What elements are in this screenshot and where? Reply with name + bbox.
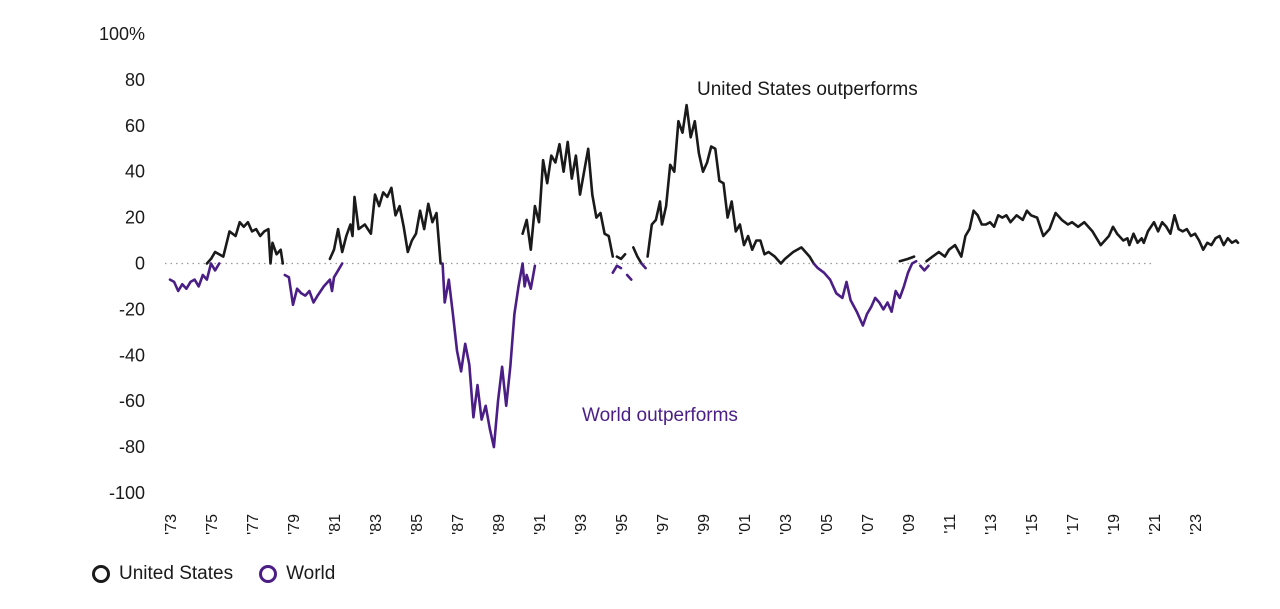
y-tick-label: -60 bbox=[119, 391, 145, 411]
series-line-segment bbox=[205, 220, 285, 265]
x-tick-label: '03 bbox=[778, 514, 795, 535]
legend-label: World bbox=[286, 563, 336, 584]
legend-item-world: World bbox=[259, 563, 335, 585]
annotation-world-outperforms: World outperforms bbox=[582, 405, 738, 426]
series-line-segment bbox=[168, 262, 221, 293]
y-tick-label: 100% bbox=[99, 24, 145, 44]
legend-item-united-states: United States bbox=[92, 563, 233, 585]
series-line-segment bbox=[625, 273, 633, 281]
y-tick-label: -20 bbox=[119, 299, 145, 319]
x-tick-label: '89 bbox=[491, 514, 508, 535]
series-united-states bbox=[205, 103, 1240, 265]
x-tick-label: '11 bbox=[942, 514, 959, 534]
series-world bbox=[168, 259, 930, 449]
x-tick-label: '83 bbox=[368, 514, 385, 535]
y-axis-ticks: 100% 80 60 40 20 0 -20 -40 -60 -80 -100 bbox=[99, 24, 145, 503]
x-tick-label: '73 bbox=[163, 514, 180, 535]
x-tick-label: '79 bbox=[286, 514, 303, 535]
series-line-segment bbox=[646, 103, 816, 265]
series-line-segment bbox=[441, 262, 537, 449]
series-line-segment bbox=[812, 259, 918, 327]
x-tick-label: '93 bbox=[573, 514, 590, 535]
x-tick-label: '81 bbox=[327, 514, 344, 535]
x-tick-label: '15 bbox=[1024, 514, 1041, 535]
x-tick-label: '75 bbox=[204, 514, 221, 535]
series-line-segment bbox=[631, 246, 643, 265]
x-tick-label: '91 bbox=[532, 514, 549, 535]
series-line-segment bbox=[898, 255, 916, 263]
y-tick-label: 60 bbox=[125, 116, 145, 136]
legend-circle-icon bbox=[92, 565, 110, 583]
x-tick-label: '23 bbox=[1188, 514, 1205, 535]
x-tick-label: '17 bbox=[1065, 514, 1082, 535]
legend-circle-icon bbox=[259, 565, 278, 583]
x-tick-label: '21 bbox=[1147, 514, 1164, 535]
y-tick-label: 40 bbox=[125, 162, 145, 182]
x-tick-label: '13 bbox=[983, 514, 1000, 535]
x-tick-label: '77 bbox=[245, 514, 262, 535]
x-tick-label: '95 bbox=[614, 514, 631, 535]
x-tick-label: '19 bbox=[1106, 514, 1123, 535]
series-line-segment bbox=[918, 264, 930, 272]
x-tick-label: '07 bbox=[860, 514, 877, 535]
x-tick-label: '05 bbox=[819, 514, 836, 535]
series-line-segment bbox=[521, 140, 615, 258]
x-axis-ticks: '73 '75 '77 '79 '81 '83 '85 '87 '89 '91 '93 '95 '97 '… bbox=[163, 514, 1205, 535]
series-line-segment bbox=[328, 186, 442, 265]
x-tick-label: '01 bbox=[737, 514, 754, 535]
chart-legend: United States World bbox=[92, 563, 361, 585]
annotation-us-outperforms: United States outperforms bbox=[697, 79, 918, 100]
y-tick-label: -40 bbox=[119, 345, 145, 365]
series-line-segment bbox=[925, 209, 1240, 263]
x-tick-label: '09 bbox=[901, 514, 918, 535]
y-tick-label: -100 bbox=[109, 483, 145, 503]
y-tick-label: 0 bbox=[135, 254, 145, 274]
x-tick-label: '97 bbox=[655, 514, 672, 535]
series-layer bbox=[168, 103, 1240, 449]
x-tick-label: '85 bbox=[409, 514, 426, 535]
series-line-segment bbox=[611, 264, 623, 275]
y-tick-label: -80 bbox=[119, 437, 145, 457]
series-line-segment bbox=[640, 262, 647, 270]
y-tick-label: 20 bbox=[125, 208, 145, 228]
y-tick-label: 80 bbox=[125, 70, 145, 90]
legend-label: United States bbox=[119, 563, 234, 584]
x-tick-label: '87 bbox=[450, 514, 467, 535]
series-line-segment bbox=[283, 262, 344, 307]
series-line-segment bbox=[615, 253, 627, 261]
x-tick-label: '99 bbox=[696, 514, 713, 535]
